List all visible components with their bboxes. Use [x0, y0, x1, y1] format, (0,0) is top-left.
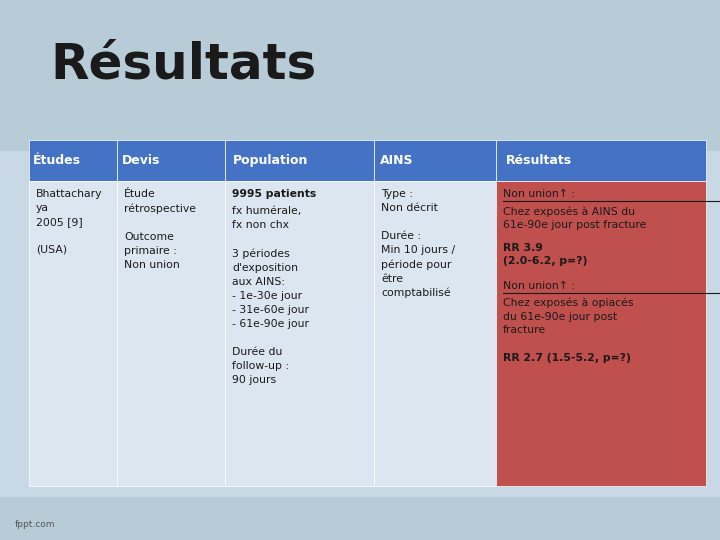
- Text: Étude
rétrospective

Outcome
primaire :
Non union: Étude rétrospective Outcome primaire : N…: [124, 189, 196, 270]
- Text: Type :
Non décrit

Durée :
Min 10 jours /
période pour
être
comptabilisé: Type : Non décrit Durée : Min 10 jours /…: [381, 189, 455, 299]
- Text: RR 3.9
(2.0-6.2, p=?): RR 3.9 (2.0-6.2, p=?): [503, 242, 588, 266]
- Text: Chez exposés à opiacés
du 61e-90e jour post
fracture: Chez exposés à opiacés du 61e-90e jour p…: [503, 298, 634, 335]
- Text: fppt.com: fppt.com: [14, 520, 55, 529]
- FancyBboxPatch shape: [496, 140, 706, 181]
- Text: Population: Population: [233, 154, 308, 167]
- FancyBboxPatch shape: [374, 181, 496, 486]
- Text: Chez exposés à AINS du
61e-90e jour post fracture: Chez exposés à AINS du 61e-90e jour post…: [503, 206, 647, 230]
- FancyBboxPatch shape: [117, 181, 225, 486]
- Text: AINS: AINS: [380, 154, 413, 167]
- Text: Non union↑ :: Non union↑ :: [503, 281, 575, 291]
- FancyBboxPatch shape: [0, 497, 720, 540]
- FancyBboxPatch shape: [496, 181, 706, 486]
- FancyBboxPatch shape: [225, 181, 374, 486]
- FancyBboxPatch shape: [374, 140, 496, 181]
- Text: Non union↑ :: Non union↑ :: [503, 189, 575, 199]
- Text: Résultats: Résultats: [506, 154, 572, 167]
- Text: fx humérale,
fx non chx

3 périodes
d'exposition
aux AINS:
- 1e-30e jour
- 31e-6: fx humérale, fx non chx 3 périodes d'exp…: [233, 206, 310, 385]
- Text: Devis: Devis: [122, 154, 161, 167]
- FancyBboxPatch shape: [0, 0, 720, 151]
- Text: Résultats: Résultats: [50, 41, 317, 89]
- Text: Études: Études: [33, 154, 81, 167]
- FancyBboxPatch shape: [29, 181, 117, 486]
- FancyBboxPatch shape: [225, 140, 374, 181]
- FancyBboxPatch shape: [117, 140, 225, 181]
- Text: Bhattachary
ya
2005 [9]

(USA): Bhattachary ya 2005 [9] (USA): [36, 189, 102, 255]
- Text: 9995 patients: 9995 patients: [233, 189, 317, 199]
- FancyBboxPatch shape: [29, 140, 117, 181]
- Text: RR 2.7 (1.5-5.2, p=?): RR 2.7 (1.5-5.2, p=?): [503, 353, 631, 363]
- FancyBboxPatch shape: [0, 151, 720, 497]
